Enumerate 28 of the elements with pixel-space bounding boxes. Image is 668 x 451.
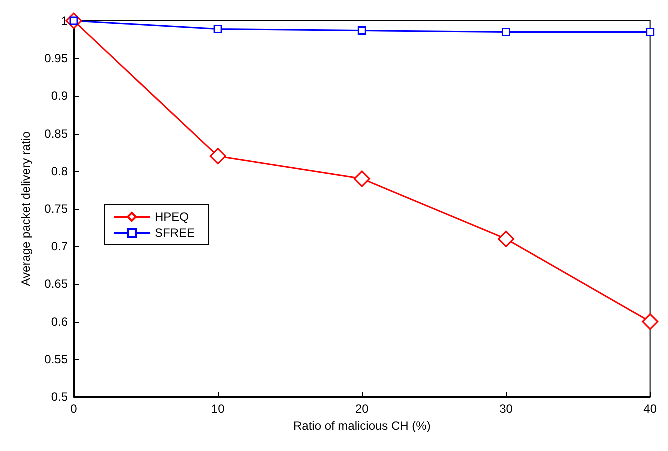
point xyxy=(210,148,226,165)
y-tick-label: 0.75 xyxy=(44,202,68,216)
y-tick-label: 0.5 xyxy=(51,390,68,404)
y-tick-label: 0.95 xyxy=(44,52,68,66)
y-tick-label: 0.55 xyxy=(44,352,68,366)
y-tick-label: 0.9 xyxy=(51,89,68,104)
y-tick-label: 0.8 xyxy=(51,164,68,178)
x-tick-label: 0 xyxy=(70,402,78,416)
y-tick-label: 0.65 xyxy=(44,277,68,292)
point xyxy=(354,170,370,188)
point xyxy=(498,230,514,248)
x-tick-label: 40 xyxy=(644,402,658,416)
point xyxy=(646,28,655,37)
y-tick-label: 0.6 xyxy=(51,314,68,329)
point xyxy=(502,28,510,37)
y-axis-title: Average packet delivery ratio xyxy=(19,131,33,286)
point xyxy=(358,26,366,36)
point xyxy=(214,25,222,34)
x-tick-label: 30 xyxy=(500,402,514,416)
y-tick-label: 1 xyxy=(61,14,68,28)
x-tick-label: 20 xyxy=(355,402,370,416)
legend-label: SFREE xyxy=(155,226,196,240)
y-tick-label: 0.85 xyxy=(44,126,68,141)
point xyxy=(642,314,659,330)
x-axis-title: Ratio of malicious CH (%) xyxy=(293,418,431,433)
x-tick-label: 10 xyxy=(211,402,226,416)
legend-label: HPEQ xyxy=(155,210,190,224)
y-tick-label: 0.7 xyxy=(51,240,68,254)
